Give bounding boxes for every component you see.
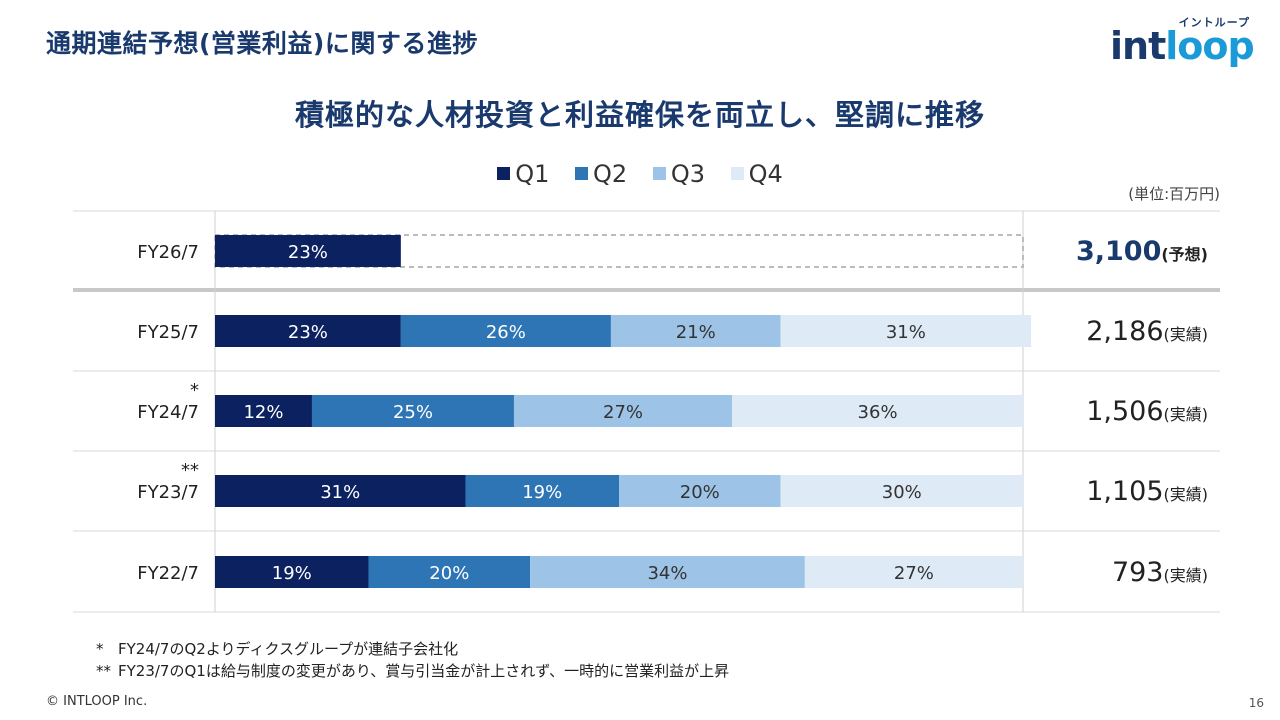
category-label: FY26/7	[137, 242, 199, 263]
category-label: FY22/7	[137, 563, 199, 584]
bar-segment-q4	[732, 395, 1023, 427]
bar-segment-q2	[368, 556, 531, 588]
footnote-1-text: FY24/7のQ2よりディクスグループが連結子会社化	[118, 640, 459, 658]
logo-text-prefix: int	[1110, 24, 1166, 68]
bar-segment-q3	[610, 315, 781, 347]
total-amount: 3,100	[1076, 236, 1161, 267]
footnote-2-text: FY23/7のQ1は給与制度の変更があり、賞与引当金が計上されず、一時的に営業利…	[118, 662, 730, 680]
bar-data-label: 19%	[272, 563, 312, 584]
footnote-1: * FY24/7のQ2よりディクスグループが連結子会社化	[96, 638, 458, 659]
bar-segment-q4	[780, 315, 1032, 347]
bar-segment-q3	[530, 556, 805, 588]
bar-data-label: 36%	[858, 402, 898, 423]
legend-item-q1: Q1	[497, 160, 549, 188]
bar-data-label: 20%	[429, 563, 469, 584]
total-note: (実績)	[1164, 566, 1209, 585]
total-value: 793(実績)	[1112, 557, 1208, 588]
total-value: 1,506(実績)	[1086, 396, 1208, 427]
legend-swatch-q4	[730, 167, 744, 180]
legend-label-q4: Q4	[748, 160, 783, 188]
bar-data-label: 23%	[288, 242, 328, 263]
bar-segment-q4	[804, 556, 1023, 588]
forecast-remaining-box	[214, 234, 1024, 268]
bar-segment-q4	[780, 475, 1023, 507]
legend-swatch-q3	[652, 167, 666, 180]
bar-data-label: 27%	[603, 402, 643, 423]
legend-item-q4: Q4	[730, 160, 783, 188]
logo-kana: イントループ	[1178, 16, 1250, 29]
category-label: FY23/7	[137, 482, 199, 503]
page-number: 16	[1248, 696, 1264, 710]
bar-data-label: 34%	[647, 563, 687, 584]
bar-segment-q1	[215, 556, 369, 588]
bar-data-label: 26%	[486, 322, 526, 343]
total-amount: 1,105	[1086, 476, 1163, 507]
chart-headline: 積極的な人材投資と利益確保を両立し、堅調に推移	[294, 98, 985, 132]
total-value: 3,100(予想)	[1076, 236, 1208, 267]
bar-segment-q1	[215, 475, 466, 507]
bar-segment-q2	[400, 315, 611, 347]
bar-data-label: 12%	[243, 402, 283, 423]
legend-swatch-q2	[575, 167, 588, 180]
footnote-2-mark: **	[96, 662, 111, 680]
total-note: (実績)	[1164, 325, 1209, 344]
legend-item-q3: Q3	[652, 160, 705, 188]
legend-label-q3: Q3	[670, 160, 705, 188]
logo-text-suffix: loop	[1165, 24, 1254, 68]
legend-label-q1: Q1	[515, 160, 550, 188]
legend-label-q2: Q2	[593, 160, 628, 188]
bar-segment-q2	[465, 475, 619, 507]
total-amount: 2,186	[1086, 316, 1163, 347]
company-logo: イントループ intloop	[1108, 10, 1258, 70]
row-footnote-mark: *	[190, 380, 199, 401]
logo-wordmark: intloop	[1110, 24, 1255, 68]
bar-data-label: 21%	[676, 322, 716, 343]
bar-data-label: 30%	[882, 482, 922, 503]
total-note: (実績)	[1164, 405, 1209, 424]
legend-item-q2: Q2	[575, 160, 627, 188]
bar-data-label: 19%	[522, 482, 562, 503]
page-title: 通期連結予想(営業利益)に関する進捗	[46, 29, 478, 58]
unit-label: (単位:百万円)	[1128, 185, 1220, 203]
bar-segment-q3	[619, 475, 781, 507]
total-amount: 1,506	[1086, 396, 1163, 427]
bar-data-label: 31%	[886, 322, 926, 343]
bar-segment-q1	[215, 315, 401, 347]
total-value: 2,186(実績)	[1086, 316, 1208, 347]
total-note: (実績)	[1164, 485, 1209, 504]
bar-data-label: 23%	[288, 322, 328, 343]
footnote-1-mark: *	[96, 640, 104, 658]
chart-legend: Q1 Q2 Q3 Q4	[0, 160, 1280, 188]
bar-segment-q1	[215, 235, 401, 267]
row-footnote-mark: **	[181, 460, 199, 481]
bar-segment-q3	[513, 395, 733, 427]
legend-swatch-q1	[497, 167, 511, 180]
bar-data-label: 20%	[680, 482, 720, 503]
category-label: FY24/7	[137, 402, 199, 423]
bar-data-label: 25%	[393, 402, 433, 423]
bar-segment-q1	[215, 395, 312, 427]
bar-data-label: 31%	[320, 482, 360, 503]
total-value: 1,105(実績)	[1086, 476, 1208, 507]
footnote-2: ** FY23/7のQ1は給与制度の変更があり、賞与引当金が計上されず、一時的に営…	[96, 660, 729, 681]
bar-segment-q2	[311, 395, 514, 427]
copyright: © INTLOOP Inc.	[46, 694, 148, 709]
category-label: FY25/7	[137, 322, 199, 343]
total-note: (予想)	[1161, 245, 1208, 264]
total-amount: 793	[1112, 557, 1164, 588]
bar-data-label: 27%	[894, 563, 934, 584]
